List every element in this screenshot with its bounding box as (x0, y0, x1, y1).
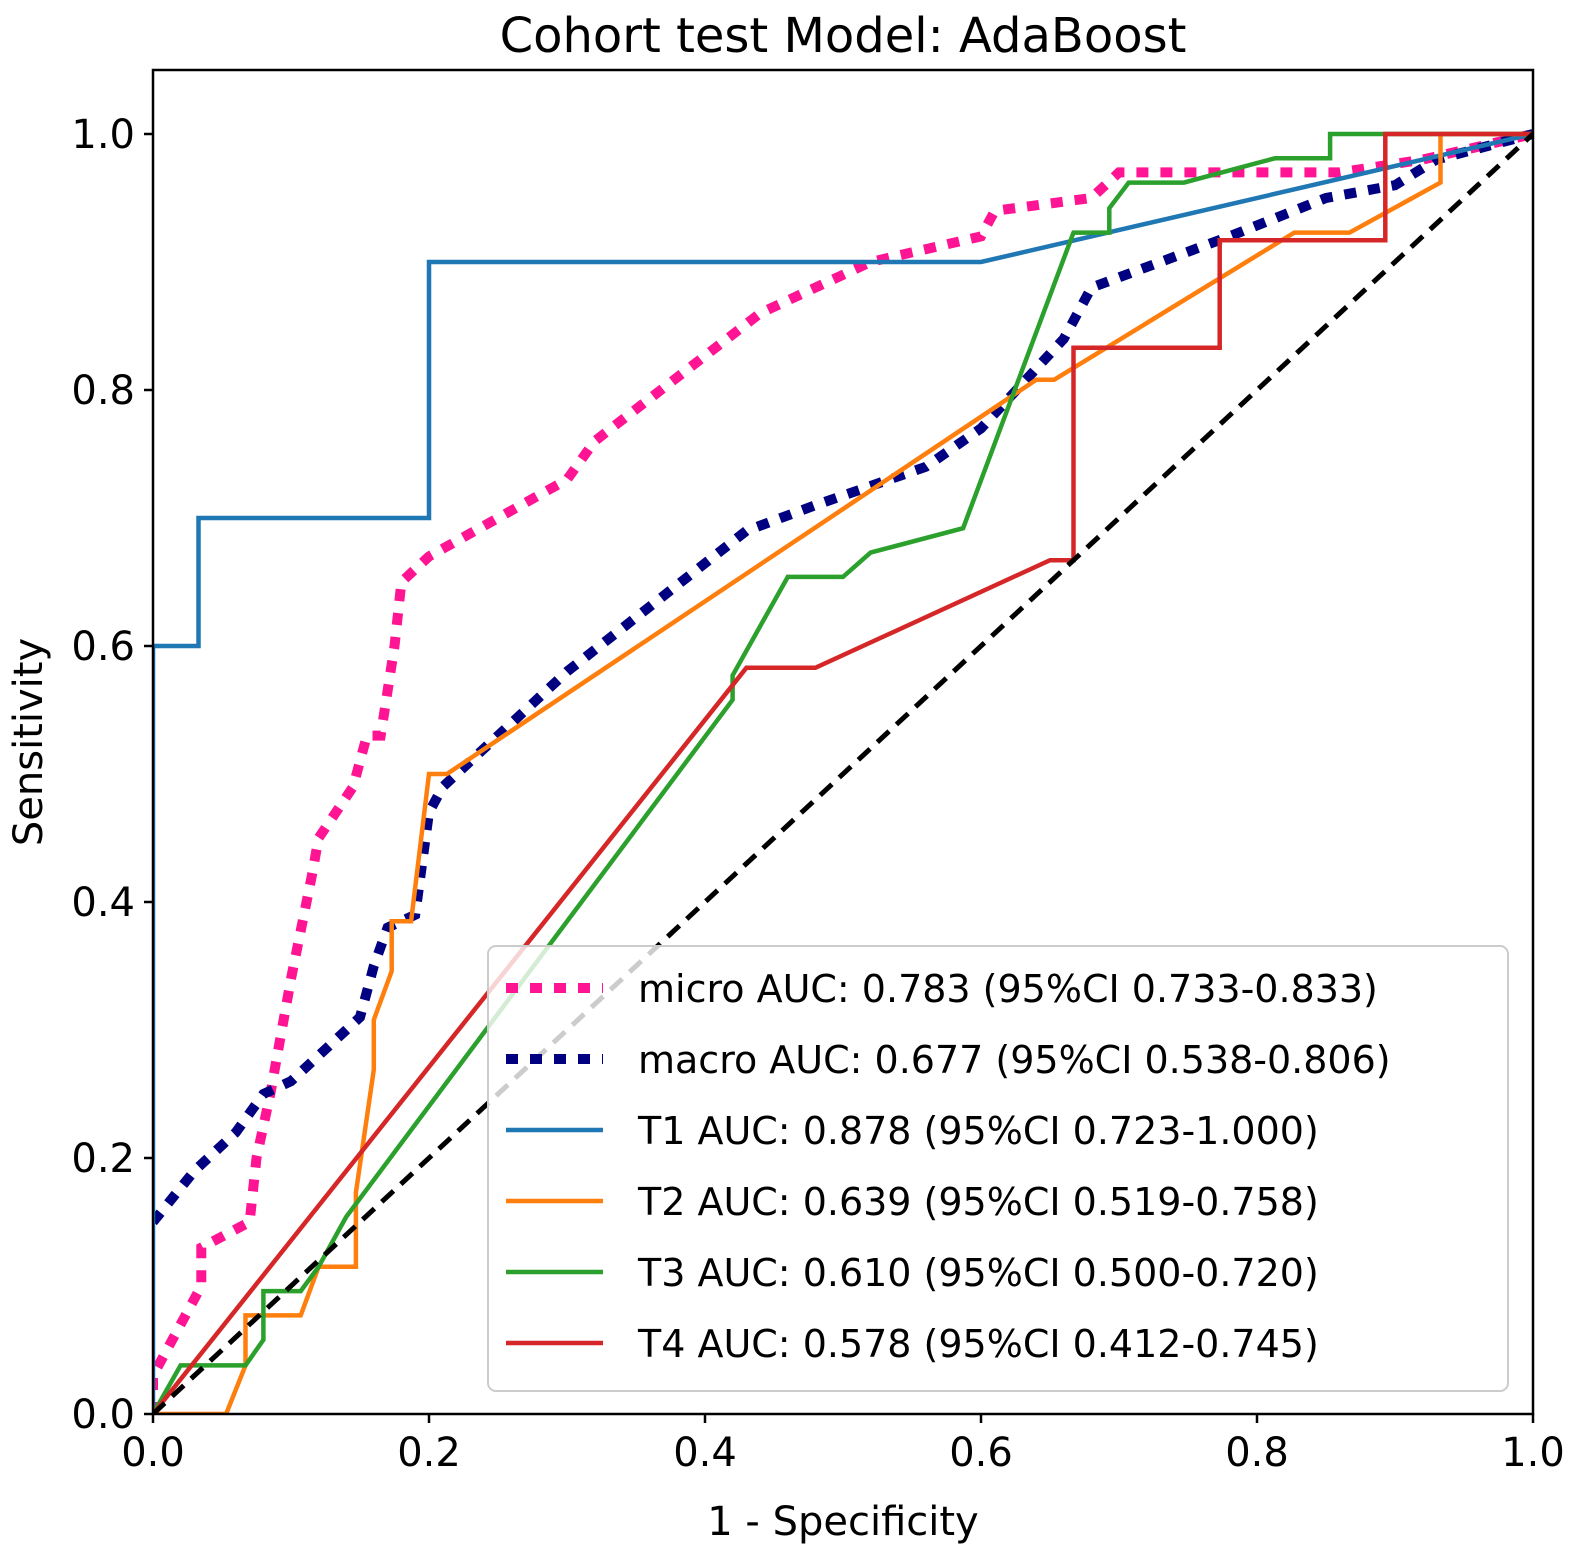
legend-label-T1: T1 AUC: 0.878 (95%CI 0.723-1.000) (637, 1109, 1319, 1153)
chance-reference-line (153, 132, 1533, 1414)
legend-label-macro: macro AUC: 0.677 (95%CI 0.538-0.806) (638, 1038, 1391, 1082)
series-macro-line (153, 129, 1533, 1226)
y-tick-label: 0.0 (71, 1392, 135, 1438)
legend-box (487, 945, 1509, 1392)
legend-label-T4: T4 AUC: 0.578 (95%CI 0.412-0.745) (637, 1322, 1319, 1366)
axes-layer: 0.0 0.2 0.4 0.6 0.8 1.0 0.0 0.2 0.4 0.6 0.8 1.0 (71, 68, 1565, 1476)
legend-label-micro: micro AUC: 0.783 (95%CI 0.733-0.833) (638, 967, 1378, 1011)
x-tick-label: 0.0 (121, 1430, 185, 1476)
y-tick-label: 0.4 (71, 880, 135, 926)
x-tick-label: 0.8 (1225, 1430, 1289, 1476)
x-tick-label: 0.2 (397, 1430, 461, 1476)
series-T2-line (153, 131, 1533, 1414)
y-axis-label: Sensitivity (6, 638, 52, 846)
series-T3-line (153, 131, 1533, 1414)
y-tick-label: 0.6 (71, 624, 135, 670)
legend-label-T2: T2 AUC: 0.639 (95%CI 0.519-0.758) (637, 1180, 1319, 1224)
legend-label-T3: T3 AUC: 0.610 (95%CI 0.500-0.720) (637, 1251, 1319, 1295)
x-tick-label: 1.0 (1501, 1430, 1565, 1476)
chart-title: Cohort test Model: AdaBoost (500, 8, 1187, 64)
y-tick-label: 0.2 (71, 1136, 135, 1182)
series-T1-line (153, 131, 1533, 1414)
x-axis-label: 1 - Specificity (707, 1499, 978, 1545)
series-layer (153, 129, 1533, 1414)
y-tick-label: 1.0 (71, 112, 135, 158)
series-T4-line (153, 131, 1533, 1414)
legend: micro AUC: 0.783 (95%CI 0.733-0.833) macr… (487, 945, 1509, 1392)
plot-frame (151, 68, 1535, 1416)
y-tick-label: 0.8 (71, 368, 135, 414)
x-tick-label: 0.6 (949, 1430, 1013, 1476)
x-tick-label: 0.4 (673, 1430, 737, 1476)
